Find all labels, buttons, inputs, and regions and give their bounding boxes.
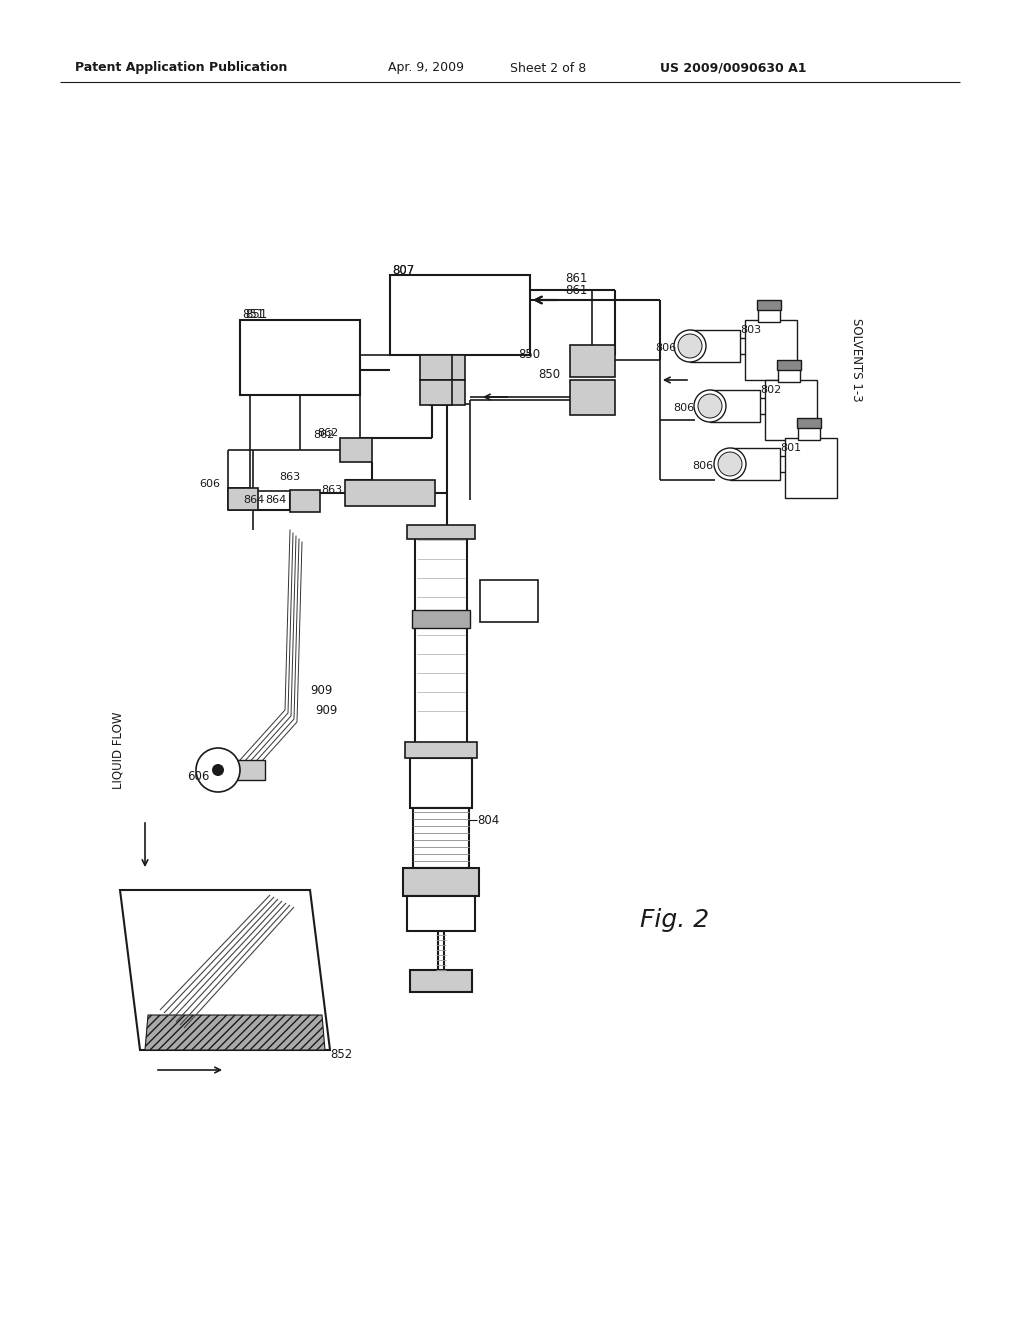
Text: 863: 863 bbox=[279, 473, 300, 482]
Bar bbox=[430, 355, 465, 380]
Bar bbox=[785, 438, 837, 498]
Text: Fig. 2: Fig. 2 bbox=[640, 908, 710, 932]
Text: 802: 802 bbox=[760, 385, 781, 395]
Polygon shape bbox=[120, 890, 330, 1049]
Bar bbox=[430, 380, 465, 405]
Bar bbox=[570, 345, 615, 378]
Bar bbox=[228, 488, 258, 510]
Text: 807: 807 bbox=[392, 264, 415, 276]
Bar bbox=[410, 970, 472, 993]
Text: Apr. 9, 2009: Apr. 9, 2009 bbox=[388, 62, 464, 74]
Text: 801: 801 bbox=[780, 444, 801, 453]
Circle shape bbox=[694, 389, 726, 422]
Circle shape bbox=[212, 764, 224, 776]
Circle shape bbox=[678, 334, 702, 358]
Bar bbox=[413, 808, 469, 869]
Text: 864: 864 bbox=[265, 495, 286, 506]
Bar bbox=[690, 330, 740, 362]
Text: 851: 851 bbox=[242, 309, 264, 322]
Bar bbox=[797, 418, 821, 428]
Bar bbox=[237, 760, 265, 780]
Text: 804: 804 bbox=[477, 813, 500, 826]
Bar bbox=[407, 525, 475, 539]
Text: 850: 850 bbox=[538, 368, 560, 381]
Text: 864: 864 bbox=[244, 495, 265, 506]
Bar bbox=[798, 426, 820, 440]
Circle shape bbox=[698, 393, 722, 418]
Bar bbox=[415, 531, 467, 750]
Text: SOLVENTS 1-3: SOLVENTS 1-3 bbox=[850, 318, 863, 401]
Bar bbox=[480, 579, 538, 622]
Bar bbox=[406, 742, 477, 758]
Bar bbox=[403, 869, 479, 896]
Bar bbox=[420, 355, 452, 380]
Polygon shape bbox=[145, 1015, 325, 1049]
Text: 851: 851 bbox=[245, 309, 267, 322]
Text: 861: 861 bbox=[565, 272, 588, 285]
Bar bbox=[710, 389, 760, 422]
Text: 863: 863 bbox=[321, 484, 342, 495]
Text: 909: 909 bbox=[310, 684, 333, 697]
Bar bbox=[758, 308, 780, 322]
Text: 862: 862 bbox=[316, 428, 338, 438]
Circle shape bbox=[714, 447, 746, 480]
Bar bbox=[407, 896, 475, 931]
Text: 806: 806 bbox=[655, 343, 676, 352]
Bar bbox=[765, 380, 817, 440]
Circle shape bbox=[674, 330, 706, 362]
Bar bbox=[420, 380, 452, 405]
Bar bbox=[410, 758, 472, 808]
Circle shape bbox=[196, 748, 240, 792]
Text: 606: 606 bbox=[187, 770, 210, 783]
Bar bbox=[745, 319, 797, 380]
Bar bbox=[340, 438, 372, 462]
Bar bbox=[777, 360, 801, 370]
Text: 806: 806 bbox=[673, 403, 694, 413]
Bar bbox=[412, 610, 470, 628]
Text: 861: 861 bbox=[565, 284, 588, 297]
Bar bbox=[757, 300, 781, 310]
Bar bbox=[345, 480, 435, 506]
Text: Sheet 2 of 8: Sheet 2 of 8 bbox=[510, 62, 587, 74]
Bar bbox=[240, 319, 360, 395]
Circle shape bbox=[718, 451, 742, 477]
Text: 807: 807 bbox=[392, 264, 415, 276]
Text: LIQUID FLOW: LIQUID FLOW bbox=[112, 711, 125, 789]
Text: 862: 862 bbox=[313, 430, 335, 440]
Bar bbox=[290, 490, 319, 512]
Text: 806: 806 bbox=[692, 461, 713, 471]
Text: 852: 852 bbox=[330, 1048, 352, 1061]
Bar bbox=[390, 275, 530, 355]
Text: US 2009/0090630 A1: US 2009/0090630 A1 bbox=[660, 62, 807, 74]
Text: 850: 850 bbox=[518, 348, 540, 362]
Text: 803: 803 bbox=[740, 325, 761, 335]
Text: 606: 606 bbox=[199, 479, 220, 488]
Bar bbox=[570, 380, 615, 414]
Text: Patent Application Publication: Patent Application Publication bbox=[75, 62, 288, 74]
Bar bbox=[730, 447, 780, 480]
Text: 909: 909 bbox=[315, 704, 337, 717]
Bar bbox=[778, 368, 800, 381]
